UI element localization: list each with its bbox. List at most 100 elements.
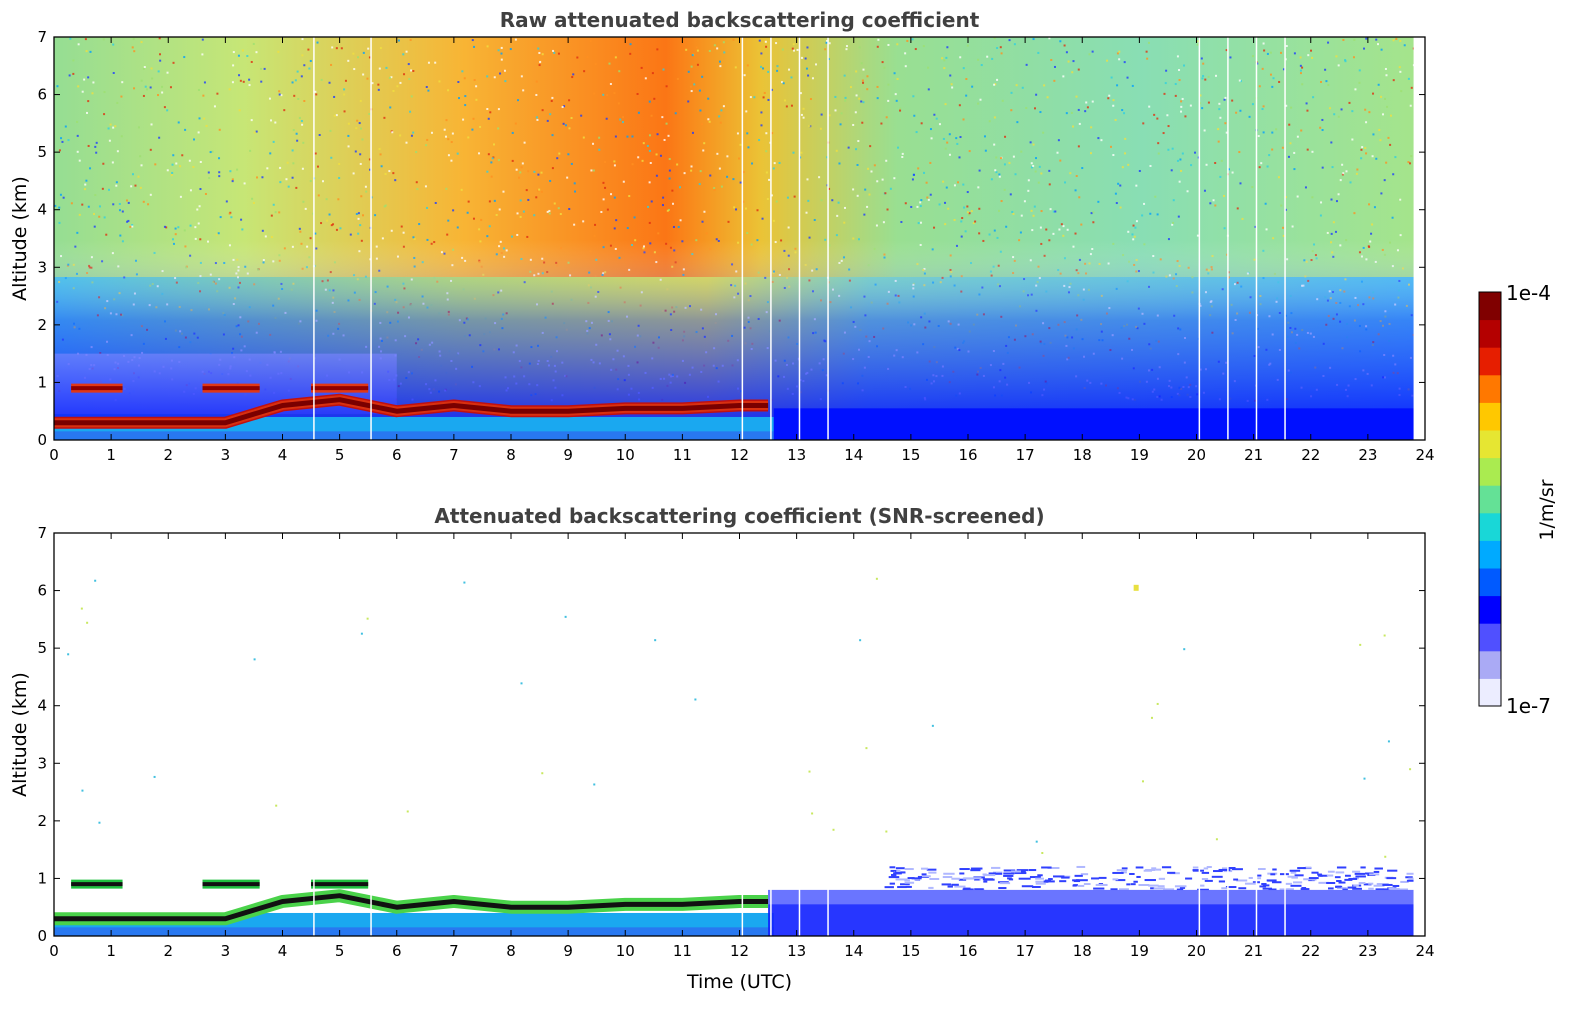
noise-pixel bbox=[1080, 223, 1083, 226]
noise-pixel bbox=[1399, 40, 1402, 43]
noise-pixel bbox=[914, 48, 917, 51]
noise-pixel bbox=[1035, 840, 1038, 843]
noise-pixel bbox=[972, 222, 975, 225]
noise-pixel bbox=[291, 176, 294, 179]
noise-pixel bbox=[61, 140, 64, 143]
noise-pixel bbox=[733, 206, 736, 209]
noise-pixel bbox=[896, 43, 899, 46]
noise-pixel bbox=[1076, 865, 1086, 868]
noise-pixel bbox=[309, 180, 312, 183]
noise-pixel bbox=[1012, 212, 1015, 215]
noise-pixel bbox=[765, 45, 768, 48]
aerosol-layers bbox=[54, 383, 1414, 440]
noise-pixel bbox=[1299, 72, 1302, 75]
noise-pixel bbox=[719, 65, 722, 68]
noise-pixel bbox=[1389, 888, 1400, 891]
noise-pixel bbox=[1010, 109, 1013, 112]
aerosol-band-core bbox=[54, 893, 769, 922]
colorbar-max-label: 1e-4 bbox=[1506, 281, 1551, 305]
noise-pixel bbox=[1358, 882, 1366, 885]
noise-pixel bbox=[380, 165, 383, 168]
noise-pixel bbox=[1269, 73, 1272, 76]
noise-pixel bbox=[618, 70, 621, 73]
noise-pixel bbox=[149, 148, 152, 151]
noise-pixel bbox=[629, 43, 632, 46]
noise-pixel bbox=[403, 73, 406, 76]
noise-pixel bbox=[999, 882, 1011, 885]
noise-pixel bbox=[747, 146, 750, 149]
noise-pixel bbox=[923, 171, 926, 174]
noise-pixel bbox=[1328, 887, 1334, 890]
noise-pixel bbox=[1297, 867, 1306, 870]
noise-pixel bbox=[583, 70, 586, 73]
noise-pixel bbox=[1224, 122, 1227, 125]
noise-pixel bbox=[171, 238, 174, 241]
noise-pixel bbox=[1225, 49, 1228, 52]
noise-pixel bbox=[549, 179, 552, 182]
noise-pixel bbox=[1218, 880, 1226, 883]
noise-pixel bbox=[1062, 75, 1065, 78]
noise-pixel bbox=[1023, 200, 1026, 203]
noise-pixel bbox=[1331, 166, 1334, 169]
noise-pixel bbox=[1121, 871, 1127, 874]
noise-pixel bbox=[272, 140, 275, 143]
noise-pixel bbox=[800, 113, 803, 116]
noise-pixel bbox=[1126, 883, 1131, 886]
noise-pixel bbox=[87, 144, 90, 147]
noise-pixel bbox=[749, 96, 752, 99]
noise-pixel bbox=[960, 235, 963, 238]
noise-pixel bbox=[1342, 888, 1348, 891]
noise-pixel bbox=[1321, 118, 1324, 121]
noise-pixel bbox=[298, 227, 301, 230]
noise-pixel bbox=[490, 175, 493, 178]
noise-pixel bbox=[1088, 53, 1091, 56]
noise-pixel bbox=[1311, 196, 1314, 199]
noise-pixel bbox=[806, 178, 809, 181]
colorbar-swatch bbox=[1479, 678, 1501, 707]
noise-pixel bbox=[1305, 102, 1308, 105]
noise-pixel bbox=[1021, 86, 1024, 89]
noise-pixel bbox=[495, 213, 498, 216]
noise-pixel bbox=[158, 37, 161, 40]
noise-pixel bbox=[617, 102, 620, 105]
noise-pixel bbox=[486, 107, 489, 110]
noise-pixel bbox=[1033, 107, 1036, 110]
noise-pixel bbox=[1207, 101, 1210, 104]
noise-pixel bbox=[1374, 867, 1383, 870]
noise-pixel bbox=[1126, 76, 1129, 79]
noise-pixel bbox=[438, 80, 441, 83]
noise-pixel bbox=[546, 119, 549, 122]
noise-pixel bbox=[87, 100, 90, 103]
noise-pixel bbox=[690, 65, 693, 68]
noise-pixel bbox=[648, 100, 651, 103]
x-tick-label: 7 bbox=[449, 942, 459, 960]
noise-pixel bbox=[562, 122, 565, 125]
noise-pixel bbox=[720, 185, 723, 188]
noise-pixel bbox=[613, 92, 616, 95]
noise-pixel bbox=[867, 167, 870, 170]
noise-pixel bbox=[977, 186, 980, 189]
noise-pixel bbox=[1177, 215, 1180, 218]
noise-pixel bbox=[309, 59, 312, 62]
noise-pixel bbox=[1060, 223, 1063, 226]
noise-pixel bbox=[515, 168, 518, 171]
noise-pixel bbox=[1399, 198, 1402, 201]
y-tick-label: 6 bbox=[37, 86, 47, 104]
heatmap-image bbox=[54, 37, 1425, 440]
noise-pixel bbox=[876, 180, 879, 183]
noise-pixel bbox=[765, 150, 768, 153]
noise-pixel bbox=[1387, 136, 1390, 139]
noise-pixel bbox=[912, 173, 915, 176]
noise-pixel bbox=[873, 164, 876, 167]
noise-pixel bbox=[134, 184, 137, 187]
noise-pixel bbox=[154, 163, 157, 166]
noise-pixel bbox=[131, 225, 134, 228]
noise-pixel bbox=[1304, 186, 1307, 189]
noise-pixel bbox=[1339, 179, 1342, 182]
noise-pixel bbox=[1167, 148, 1170, 151]
noise-pixel bbox=[295, 132, 298, 135]
noise-pixel bbox=[537, 47, 540, 50]
noise-pixel bbox=[869, 145, 872, 148]
noise-pixel bbox=[1146, 57, 1149, 60]
